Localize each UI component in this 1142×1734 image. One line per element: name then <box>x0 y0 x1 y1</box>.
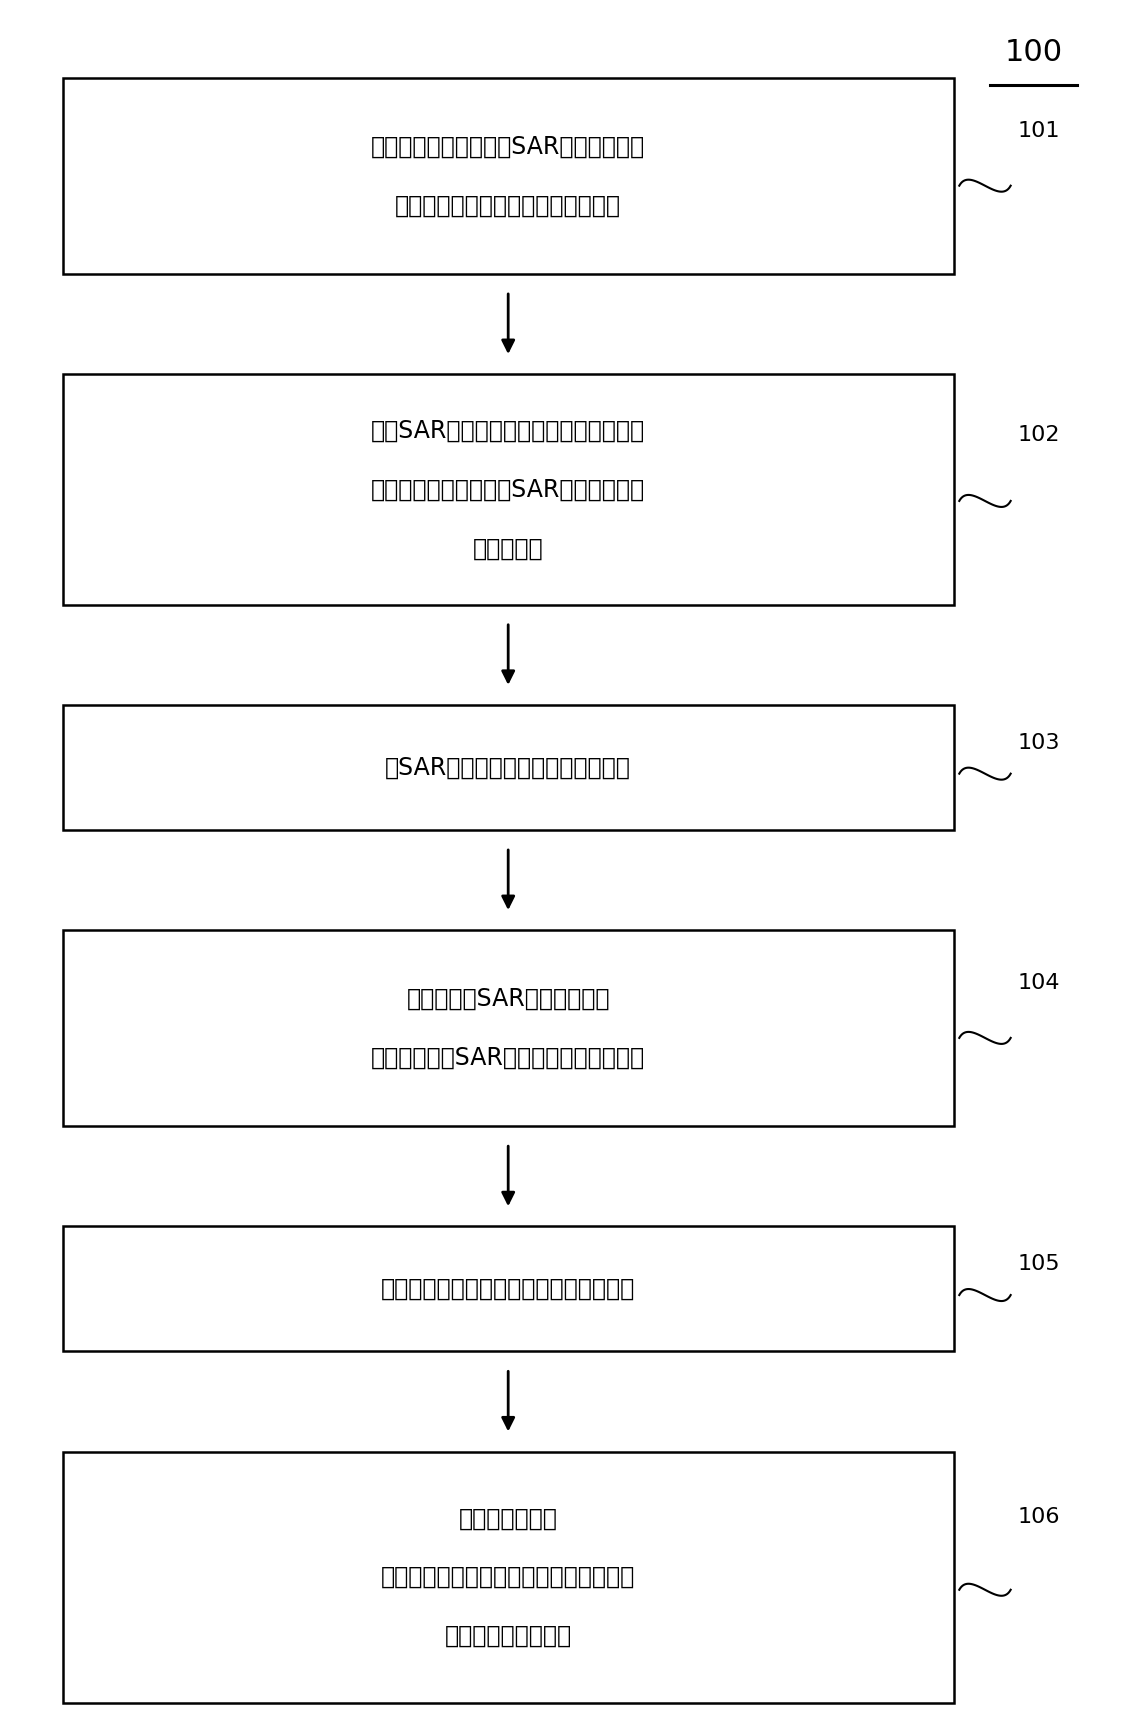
Bar <box>63 375 954 605</box>
Text: 的区域则为动目标。: 的区域则为动目标。 <box>444 1625 572 1647</box>
Text: 101: 101 <box>1018 121 1061 140</box>
Text: 的扩充大小: 的扩充大小 <box>473 536 544 560</box>
Text: 对SAR图像的像素矩阵进行零值扩充: 对SAR图像的像素矩阵进行零值扩充 <box>385 756 632 779</box>
Text: 阵，设局域窗大小、局域窗滑动步长: 阵，设局域窗大小、局域窗滑动步长 <box>395 194 621 217</box>
Text: 将归一化熵矩阵: 将归一化熵矩阵 <box>459 1507 557 1529</box>
Text: 100: 100 <box>1005 38 1062 68</box>
Text: 对熵矩阵进行归一化，得到归一化熵矩阵: 对熵矩阵进行归一化，得到归一化熵矩阵 <box>381 1276 635 1300</box>
Text: 103: 103 <box>1018 732 1061 753</box>
Text: 104: 104 <box>1018 973 1061 994</box>
Text: 根据SAR图像像素矩阵大小、局域窗大小: 根据SAR图像像素矩阵大小、局域窗大小 <box>371 418 645 442</box>
Text: 106: 106 <box>1018 1507 1061 1528</box>
Bar <box>63 929 954 1125</box>
Text: 对单通道合成孔径雷达SAR图像的像素矩: 对单通道合成孔径雷达SAR图像的像素矩 <box>371 135 645 158</box>
Bar <box>63 1226 954 1351</box>
Text: 102: 102 <box>1018 425 1061 446</box>
Text: 105: 105 <box>1018 1254 1061 1274</box>
Bar <box>63 1451 954 1703</box>
Text: 和局域窗滑动步长计算SAR图像像素矩阵: 和局域窗滑动步长计算SAR图像像素矩阵 <box>371 477 645 501</box>
Text: 对扩充后的SAR图像像素矩阵: 对扩充后的SAR图像像素矩阵 <box>407 987 610 1011</box>
Text: 与预设动目标检测门限做比较，低于门限: 与预设动目标检测门限做比较，低于门限 <box>381 1566 635 1588</box>
Text: 计算熵，得到SAR图像像素矩阵的熵矩阵: 计算熵，得到SAR图像像素矩阵的熵矩阵 <box>371 1046 645 1070</box>
Bar <box>63 706 954 831</box>
Bar <box>63 78 954 274</box>
